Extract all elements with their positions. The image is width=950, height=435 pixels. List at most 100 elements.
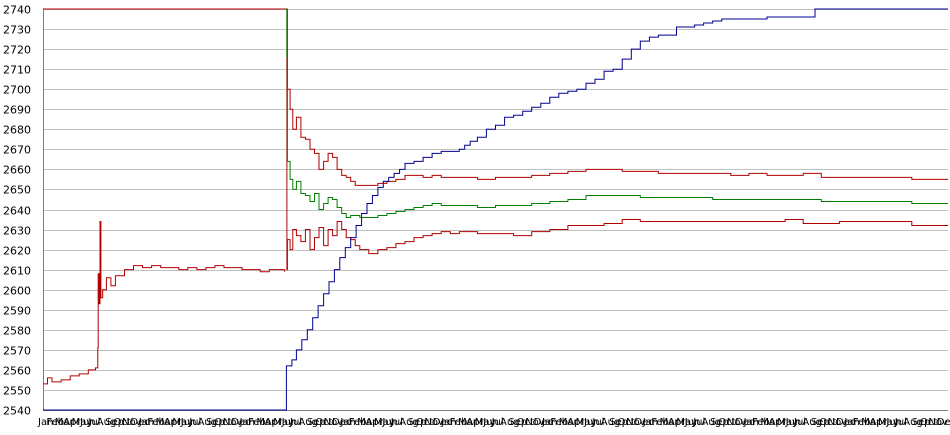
x-tick-label: Apr (567, 417, 585, 428)
x-tick-label: Dec (836, 417, 855, 428)
y-tick-label: 2570 (3, 345, 31, 358)
x-tick-label: Nov (928, 417, 948, 428)
y-tick-label: 2560 (3, 365, 31, 378)
x-tick-label: May (777, 417, 798, 428)
x-tick-label: May (878, 417, 899, 428)
x-tick-label: Nov (828, 417, 848, 428)
y-tick-label: 2700 (3, 84, 31, 97)
x-tick-label: May (273, 417, 294, 428)
x-tick-label: Dec (130, 417, 149, 428)
x-tick-label: Oct (517, 417, 534, 428)
x-tick-label: May (72, 417, 93, 428)
x-tick-label: Mar (55, 417, 75, 428)
series-line-5 (43, 8, 948, 411)
x-tick-label: Mar (357, 417, 377, 428)
x-tick-label: Jun (180, 417, 197, 428)
x-tick-label: Jul (87, 417, 100, 428)
x-tick-label: Jan (843, 417, 859, 428)
x-tick-label: Mar (156, 417, 176, 428)
x-tick-label: Sep (307, 417, 326, 428)
x-tick-label: Feb (147, 417, 165, 428)
x-tick-label: Oct (214, 417, 231, 428)
x-tick-label: Sep (710, 417, 729, 428)
x-tick-label: Dec (534, 417, 553, 428)
x-tick-label: Oct (920, 417, 937, 428)
x-tick-label: Feb (46, 417, 64, 428)
y-tick-label: 2640 (3, 205, 31, 218)
x-tick-label: Dec (332, 417, 351, 428)
series-group (43, 8, 948, 411)
x-tick-label: Apr (466, 417, 484, 428)
x-tick-label: May (374, 417, 395, 428)
x-tick-label: Dec (735, 417, 754, 428)
x-tick-label: Mar (861, 417, 881, 428)
x-tick-label: Nov (122, 417, 142, 428)
y-tick-label: 2680 (3, 124, 31, 137)
y-axis: 2540 2550 2560 2570 2580 2590 2600 2610 2620 2630… (3, 4, 44, 418)
x-tick-label: Jul (894, 417, 907, 428)
x-tick-label: Mar (256, 417, 276, 428)
x-tick-label: Feb (853, 417, 871, 428)
x-tick-label: Apr (668, 417, 686, 428)
y-tick-label: 2580 (3, 325, 31, 338)
x-tick-label: Nov (727, 417, 747, 428)
x-tick-label: Jun (281, 417, 298, 428)
x-axis: JanFebMarAprMayJunJulAugSepOctNovDecJanF… (37, 410, 950, 428)
x-tick-label: Mar (559, 417, 579, 428)
x-tick-label: Jul (188, 417, 201, 428)
y-tick-label: 2740 (3, 4, 31, 17)
x-tick-label: May (676, 417, 697, 428)
x-tick-label: Apr (870, 417, 888, 428)
x-tick-label: Oct (618, 417, 635, 428)
y-tick-label: 2730 (3, 24, 31, 37)
x-tick-label: Aug (97, 417, 117, 428)
x-tick-label: Apr (265, 417, 283, 428)
x-tick-label: Aug (802, 417, 822, 428)
x-tick-label: Aug (399, 417, 419, 428)
x-tick-label: Feb (450, 417, 468, 428)
x-tick-label: Jul (289, 417, 302, 428)
x-tick-label: Oct (416, 417, 433, 428)
x-tick-label: Oct (819, 417, 836, 428)
series-line-1 (43, 221, 286, 385)
x-tick-label: Nov (525, 417, 545, 428)
y-tick-label: 2710 (3, 64, 31, 77)
x-tick-label: Jan (239, 417, 255, 428)
x-tick-label: Sep (811, 417, 830, 428)
x-tick-label: Aug (903, 417, 923, 428)
x-tick-label: Jun (885, 417, 902, 428)
y-tick-label: 2720 (3, 44, 31, 57)
x-tick-label: Jun (482, 417, 499, 428)
x-tick-label: Apr (63, 417, 81, 428)
x-tick-label: Oct (315, 417, 332, 428)
y-tick-label: 2590 (3, 305, 31, 318)
x-tick-label: Jan (440, 417, 456, 428)
x-tick-label: Aug (198, 417, 218, 428)
x-tick-label: Sep (508, 417, 527, 428)
x-tick-label: Aug (702, 417, 722, 428)
x-tick-label: Aug (601, 417, 621, 428)
x-tick-label: Sep (912, 417, 931, 428)
x-tick-label: Jun (381, 417, 398, 428)
x-tick-label: Mar (660, 417, 680, 428)
x-tick-label: Jan (541, 417, 557, 428)
x-tick-label: Dec (231, 417, 250, 428)
x-tick-label: Oct (114, 417, 131, 428)
series-line-2 (43, 8, 948, 271)
x-tick-label: Sep (105, 417, 124, 428)
x-tick-label: Dec (937, 417, 950, 428)
x-tick-label: Jul (793, 417, 806, 428)
x-tick-label: Dec (634, 417, 653, 428)
x-tick-label: Jan (138, 417, 154, 428)
x-tick-label: Jun (785, 417, 802, 428)
x-tick-label: May (475, 417, 496, 428)
grid-lines (43, 9, 948, 411)
x-tick-label: Jan (743, 417, 759, 428)
x-tick-label: Jul (591, 417, 604, 428)
x-tick-label: Jul (692, 417, 705, 428)
x-tick-label: Jul (390, 417, 403, 428)
x-tick-label: Sep (609, 417, 628, 428)
series-line-4 (286, 8, 948, 218)
x-tick-label: Jan (642, 417, 658, 428)
